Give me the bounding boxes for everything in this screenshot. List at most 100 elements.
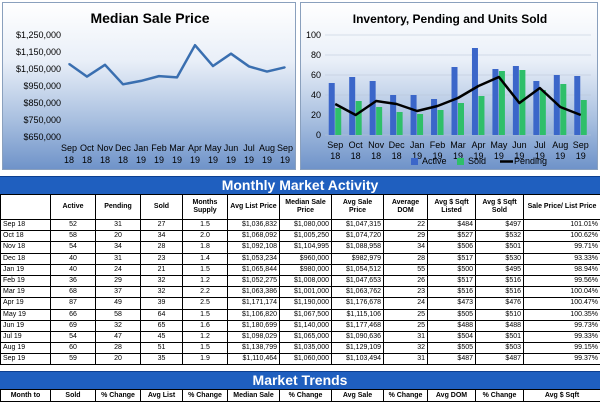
bar-active	[390, 95, 396, 135]
table-cell: 27	[141, 220, 183, 231]
table-cell: 51	[141, 343, 183, 354]
x-tick-label: 19	[172, 155, 182, 165]
table-cell: 69	[51, 320, 96, 331]
table-cell: $473	[428, 298, 476, 309]
table-cell: 99.37%	[524, 354, 600, 365]
column-header	[1, 195, 51, 220]
table-cell: 23	[384, 287, 428, 298]
data-point	[140, 80, 142, 82]
y-tick-label: $1,250,000	[16, 30, 61, 40]
table-cell: $1,047,315	[332, 220, 384, 231]
table-cell: 36	[51, 275, 96, 286]
table-cell: 34	[384, 242, 428, 253]
column-header: Months Supply	[183, 195, 228, 220]
table-cell: 55	[384, 264, 428, 275]
bar-active	[370, 81, 376, 135]
table-cell: $500	[428, 264, 476, 275]
table-cell: 22	[384, 220, 428, 231]
table-cell: 31	[96, 220, 141, 231]
table-cell: $1,074,720	[332, 231, 384, 242]
table-cell: 32	[96, 320, 141, 331]
table-cell: 49	[96, 298, 141, 309]
column-header: Avg List Price	[228, 195, 280, 220]
y-tick-label: 80	[311, 50, 321, 60]
table-cell: Jan 19	[1, 264, 51, 275]
table-cell: $501	[476, 331, 524, 342]
table-cell: 59	[51, 354, 96, 365]
chart-title: Median Sale Price	[90, 10, 209, 26]
x-tick-label: 18	[100, 155, 110, 165]
table-cell: 100.47%	[524, 298, 600, 309]
y-tick-label: $650,000	[23, 132, 61, 142]
x-tick-label: Mar	[450, 140, 466, 150]
table-cell: 29	[96, 275, 141, 286]
x-tick-label: 19	[244, 155, 254, 165]
table-cell: 87	[51, 298, 96, 309]
bar-active	[472, 48, 478, 135]
table-cell: $1,001,000	[280, 287, 332, 298]
table-cell: $1,103,494	[332, 354, 384, 365]
table-cell: 1.8	[183, 242, 228, 253]
table-cell: Aug 19	[1, 343, 51, 354]
table-cell: $476	[476, 298, 524, 309]
data-point	[266, 71, 268, 73]
column-header: Pending	[96, 195, 141, 220]
x-tick-label: 19	[494, 151, 504, 161]
table-cell: $488	[428, 320, 476, 331]
table-cell: $1,138,799	[228, 343, 280, 354]
table-cell: $1,047,653	[332, 275, 384, 286]
legend-label: Active	[422, 156, 447, 166]
x-tick-label: Aug	[259, 143, 275, 153]
table-cell: May 19	[1, 309, 51, 320]
table-cell: $1,068,092	[228, 231, 280, 242]
x-tick-label: Mar	[169, 143, 185, 153]
table-cell: 24	[96, 264, 141, 275]
table-cell: $1,060,000	[280, 354, 332, 365]
table-cell: 40	[51, 264, 96, 275]
table-cell: 1.5	[183, 264, 228, 275]
x-tick-label: Aug	[552, 140, 568, 150]
table-cell: $1,080,000	[280, 220, 332, 231]
table-cell: Apr 19	[1, 298, 51, 309]
bar-sold	[376, 107, 382, 135]
table-cell: 28	[141, 242, 183, 253]
table-cell: $505	[428, 309, 476, 320]
table-cell: 93.33%	[524, 253, 600, 264]
table-cell: Sep 18	[1, 220, 51, 231]
table-cell: $1,110,464	[228, 354, 280, 365]
bar-active	[574, 76, 580, 135]
table-cell: 1.5	[183, 220, 228, 231]
x-tick-label: Jul	[534, 140, 546, 150]
table-cell: $1,098,029	[228, 331, 280, 342]
table-cell: 47	[96, 331, 141, 342]
table-cell: 45	[141, 331, 183, 342]
x-tick-label: 19	[190, 155, 200, 165]
table-cell: 39	[141, 298, 183, 309]
bar-sold	[356, 101, 362, 135]
table-cell: 25	[384, 320, 428, 331]
y-tick-label: 60	[311, 70, 321, 80]
table-cell: $516	[476, 275, 524, 286]
table-cell: $1,104,995	[280, 242, 332, 253]
table-cell: 101.01%	[524, 220, 600, 231]
table-cell: $1,052,275	[228, 275, 280, 286]
table-cell: $532	[476, 231, 524, 242]
table-cell: 99.33%	[524, 331, 600, 342]
table-cell: $503	[476, 343, 524, 354]
x-tick-label: Sep	[573, 140, 589, 150]
bar-active	[411, 95, 417, 135]
table-cell: 23	[141, 253, 183, 264]
table-cell: 99.56%	[524, 275, 600, 286]
table-cell: $488	[476, 320, 524, 331]
table-cell: 1.4	[183, 253, 228, 264]
table-cell: $506	[428, 242, 476, 253]
x-tick-label: Oct	[80, 143, 95, 153]
median-sale-price-svg: Median Sale Price $650,000$750,000$850,0…	[3, 3, 297, 171]
table-cell: $1,063,386	[228, 287, 280, 298]
